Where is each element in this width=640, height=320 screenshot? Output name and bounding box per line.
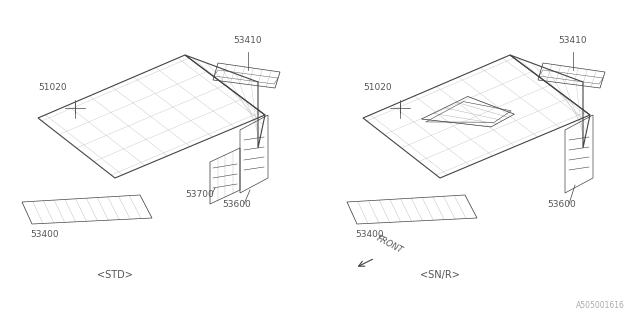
Text: 53600: 53600 (547, 200, 576, 209)
Text: 53400: 53400 (30, 230, 59, 239)
Text: 53410: 53410 (233, 36, 262, 45)
Text: A505001616: A505001616 (576, 301, 625, 310)
Text: <STD>: <STD> (97, 270, 133, 280)
Text: 53700: 53700 (185, 190, 214, 199)
Text: FRONT: FRONT (375, 234, 404, 255)
Text: 53600: 53600 (222, 200, 251, 209)
Text: 51020: 51020 (363, 83, 392, 92)
Text: 53410: 53410 (558, 36, 587, 45)
Text: 51020: 51020 (38, 83, 67, 92)
Text: <SN/R>: <SN/R> (420, 270, 460, 280)
Text: 53400: 53400 (355, 230, 383, 239)
